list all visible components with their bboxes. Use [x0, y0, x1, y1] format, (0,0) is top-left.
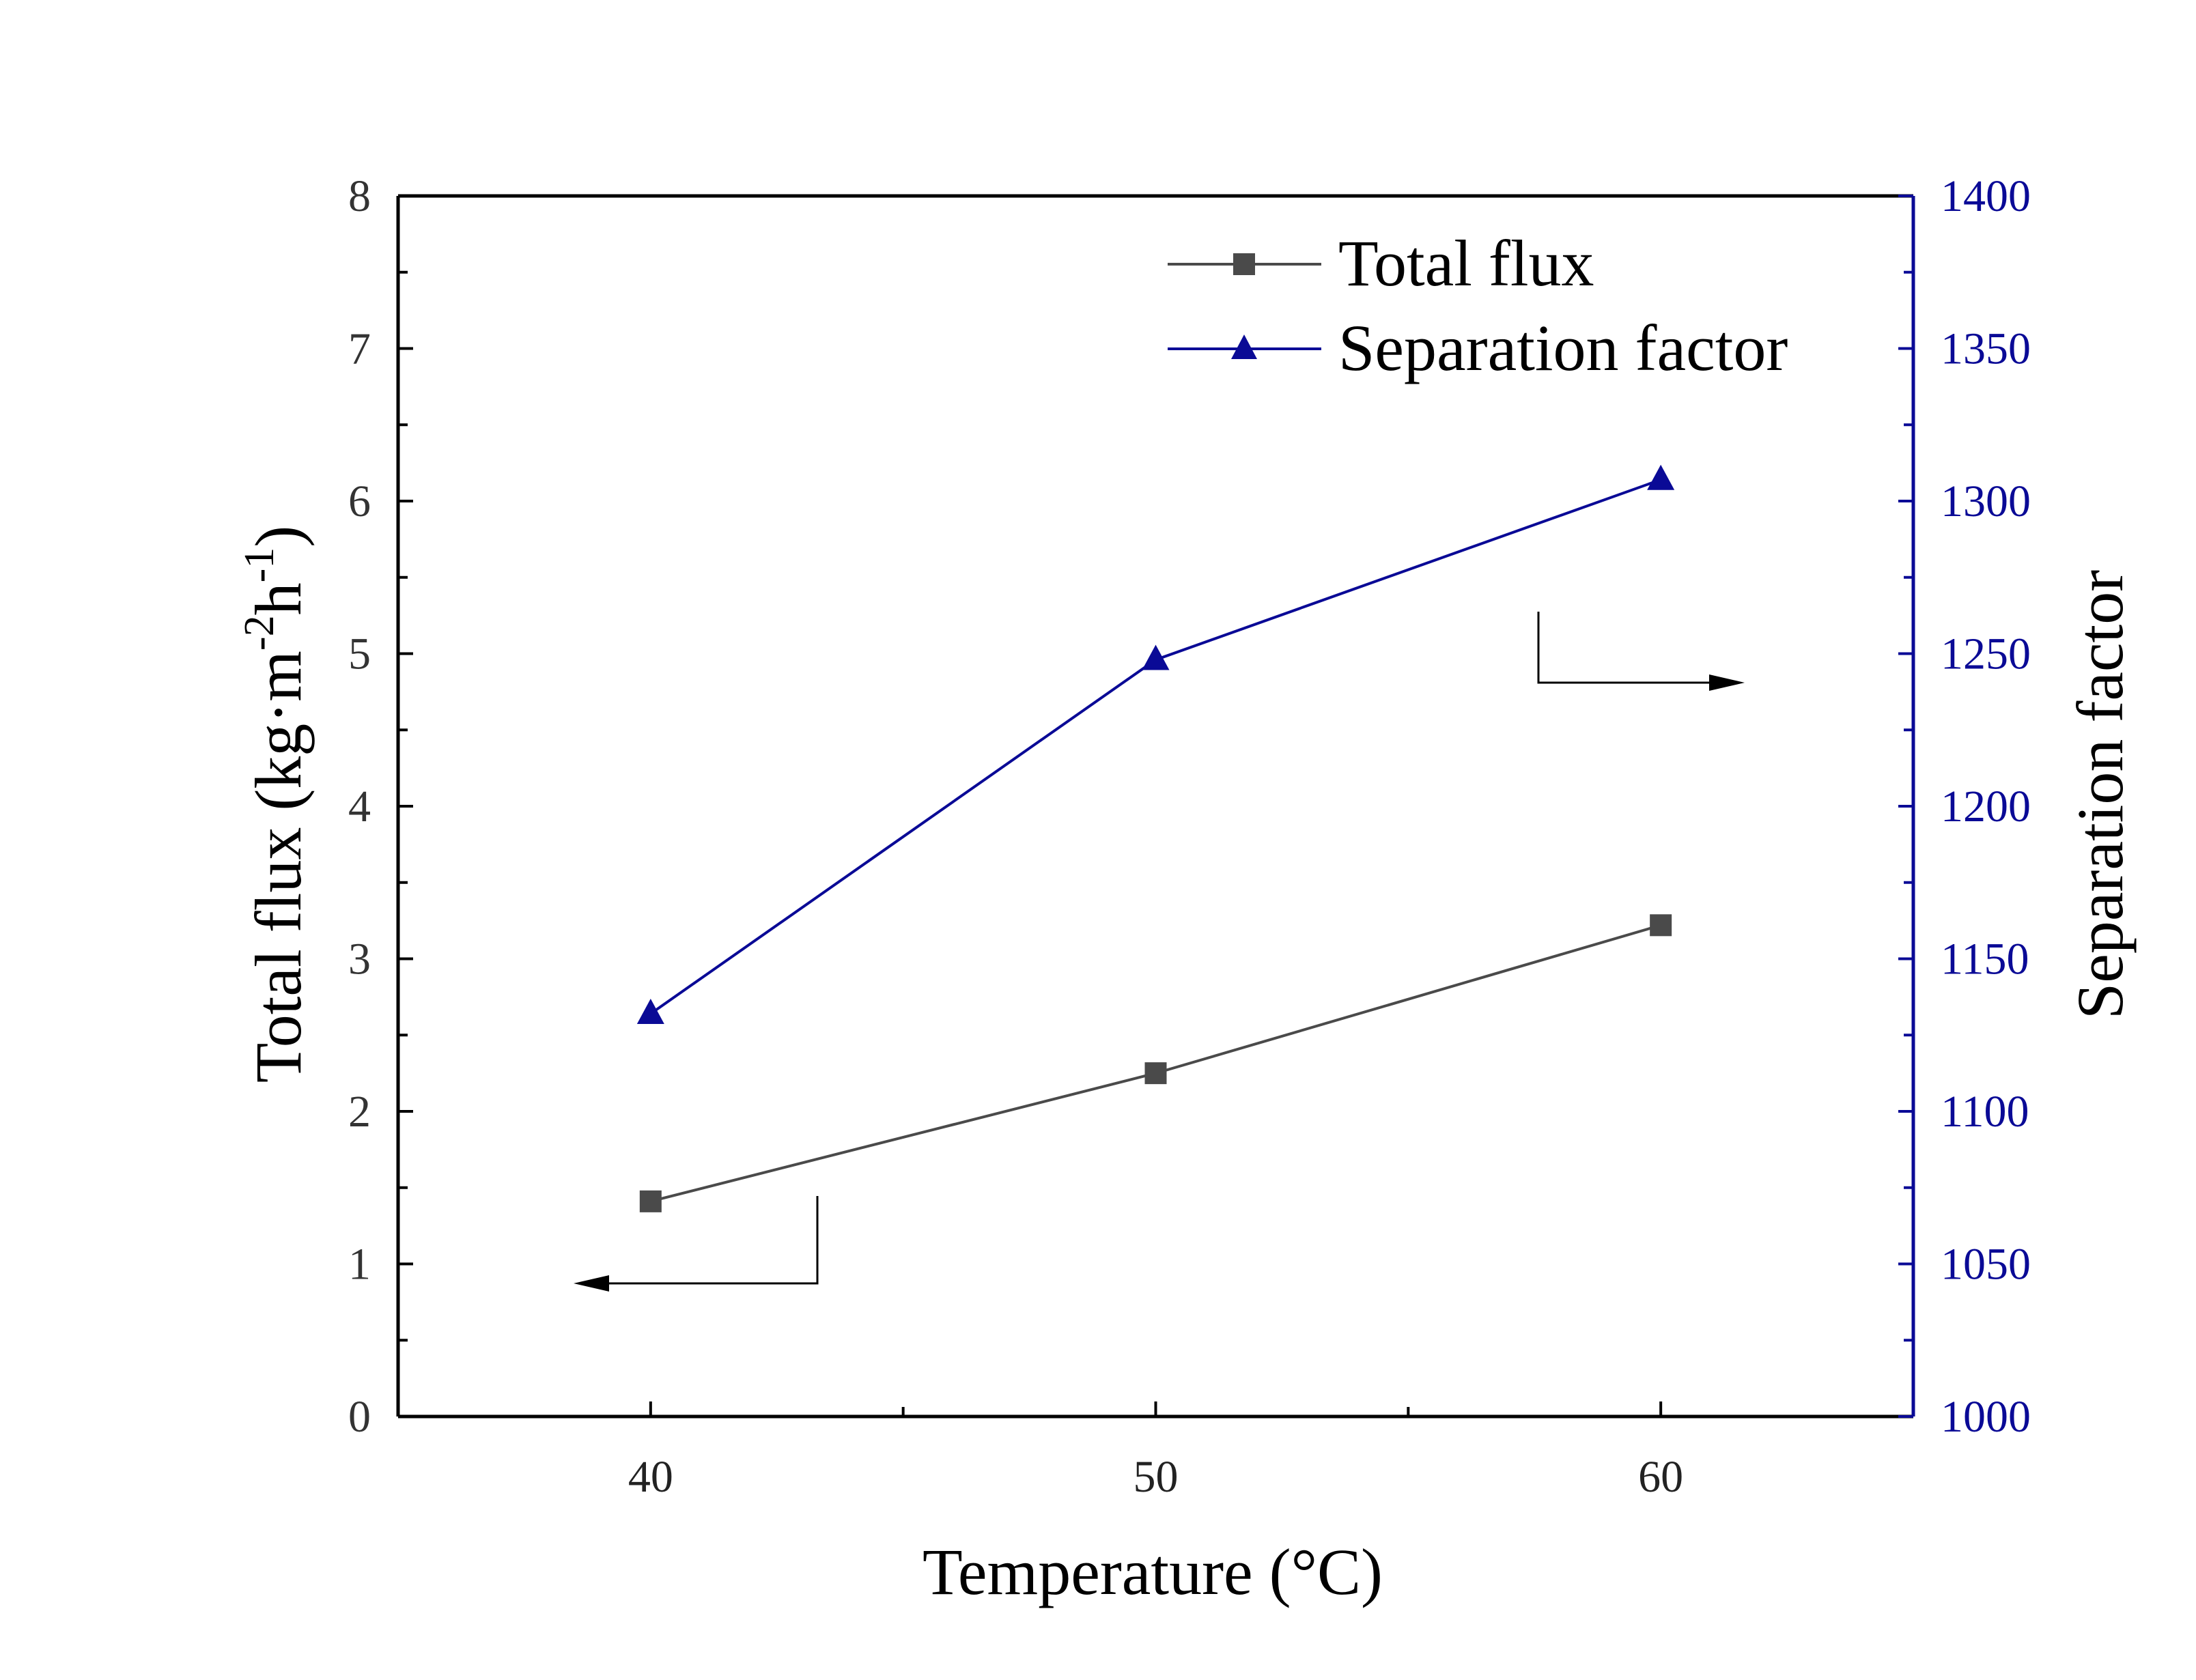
x-axis: 40 50 60 [628, 1401, 1683, 1502]
left-y-tick-label: 3 [348, 935, 371, 984]
left-y-tick-label: 0 [348, 1392, 371, 1442]
legend-label-separation-factor: Separation factor [1338, 311, 1788, 384]
x-tick-label: 40 [628, 1452, 673, 1502]
left-y-axis-title-end: ) [242, 526, 315, 547]
data-point-separation-factor [1142, 644, 1170, 670]
series-layer [636, 464, 1675, 1212]
x-axis-title: Temperature (°C) [923, 1535, 1383, 1608]
left-y-tick-label: 6 [348, 476, 371, 526]
right-y-tick-label: 1400 [1941, 171, 2031, 221]
left-y-tick-label: 8 [348, 171, 371, 221]
right-y-tick-label: 1150 [1941, 935, 2029, 984]
left-y-axis-title-mid: h [242, 582, 315, 615]
right-y-tick-label: 1100 [1941, 1087, 2029, 1137]
left-y-axis-title-sup1: -2 [236, 615, 283, 651]
legend-marker-total-flux [1233, 253, 1255, 275]
x-tick-label: 60 [1638, 1452, 1683, 1502]
left-y-tick-label: 2 [348, 1087, 371, 1137]
right-y-tick-label: 1250 [1941, 629, 2031, 679]
series-line-separation-factor [649, 478, 1661, 1015]
data-point-separation-factor [636, 998, 664, 1024]
left-y-axis-title: Total flux (kg·m-2h-1) [236, 526, 315, 1083]
left-y-axis: 0 1 2 3 4 5 6 7 8 [348, 171, 413, 1442]
left-axis-indicator-arrow [574, 1196, 819, 1292]
legend-label-total-flux: Total flux [1338, 227, 1594, 300]
right-y-tick-label: 1000 [1941, 1392, 2031, 1442]
right-y-tick-label: 1050 [1941, 1240, 2031, 1290]
data-point-total-flux [639, 1190, 662, 1212]
right-axis-indicator-arrow [1537, 612, 1745, 691]
left-y-tick-label: 4 [348, 782, 371, 831]
legend-marker-separation-factor [1231, 334, 1257, 359]
right-y-tick-label: 1350 [1941, 324, 2031, 374]
data-point-total-flux [1144, 1062, 1167, 1085]
left-y-tick-label: 5 [348, 629, 371, 679]
right-y-axis-title: Separation factor [2064, 570, 2137, 1019]
legend: Total flux Separation factor [1168, 227, 1788, 384]
x-tick-label: 50 [1134, 1452, 1179, 1502]
right-y-tick-label: 1300 [1941, 476, 2031, 526]
left-y-tick-label: 7 [348, 324, 371, 374]
right-y-tick-label: 1200 [1941, 782, 2031, 831]
left-y-axis-title-base: Total flux (kg·m [242, 651, 315, 1083]
data-point-separation-factor [1647, 464, 1675, 490]
left-y-axis-title-sup2: -1 [236, 547, 283, 583]
left-y-tick-label: 1 [348, 1240, 371, 1290]
data-point-total-flux [1650, 914, 1672, 937]
right-y-axis: 1000 1050 1100 1150 1200 1250 1300 1350 1400 [1898, 171, 2031, 1442]
